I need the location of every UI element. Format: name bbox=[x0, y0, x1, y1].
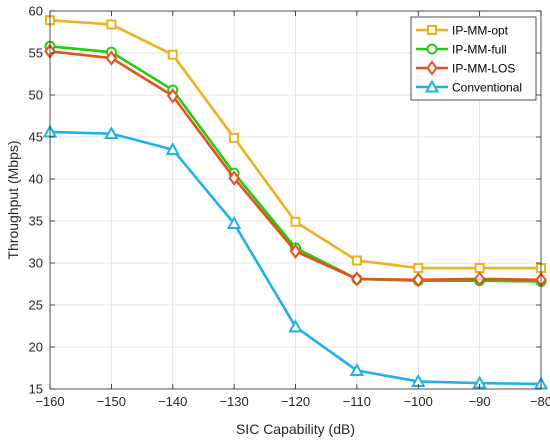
legend: IP-MM-opt IP-MM-full IP-MM-LOS Conventional bbox=[410, 16, 537, 101]
x-tick-label: −80 bbox=[530, 394, 550, 409]
data-point-ip-mm-los bbox=[105, 50, 118, 66]
data-point-ip-mm-los bbox=[412, 272, 424, 288]
legend-entry-conventional: Conventional bbox=[416, 79, 522, 95]
data-point-conventional bbox=[288, 319, 303, 333]
legend-marker-conventional bbox=[424, 79, 440, 93]
data-point-conventional bbox=[104, 126, 119, 140]
data-point-ip-mm-los bbox=[167, 88, 179, 104]
legend-label-ip-mm-los: IP-MM-LOS bbox=[452, 62, 515, 76]
x-tick-label: −130 bbox=[219, 394, 248, 409]
y-tick-label: 60 bbox=[29, 4, 43, 19]
legend-marker-ip-mm-full bbox=[426, 43, 438, 55]
y-axis-label: Throughput (Mbps) bbox=[5, 140, 21, 259]
y-tick-label: 45 bbox=[29, 130, 43, 145]
y-tick-label: 20 bbox=[29, 340, 43, 355]
data-point-ip-mm-los bbox=[351, 271, 363, 287]
x-tick-label: −100 bbox=[404, 394, 433, 409]
y-tick-label: 30 bbox=[29, 256, 43, 271]
data-point-ip-mm-opt bbox=[229, 132, 240, 143]
x-tick-label: −140 bbox=[158, 394, 187, 409]
data-point-ip-mm-opt bbox=[474, 263, 485, 274]
axis-ticks: −160 −150 −140 −130 −120 −110 −100 −90 −80 15 20 25… bbox=[29, 4, 550, 410]
series-conventional bbox=[42, 124, 549, 390]
x-tick-label: −160 bbox=[35, 394, 64, 409]
y-tick-label: 25 bbox=[29, 298, 43, 313]
data-point-ip-mm-opt bbox=[167, 49, 178, 60]
legend-label-ip-mm-full: IP-MM-full bbox=[452, 43, 507, 57]
y-tick-label: 15 bbox=[29, 382, 43, 397]
legend-label-ip-mm-opt: IP-MM-opt bbox=[452, 24, 509, 38]
data-point-ip-mm-los bbox=[473, 271, 486, 287]
x-tick-label: −120 bbox=[281, 394, 310, 409]
x-tick-label: −90 bbox=[469, 394, 491, 409]
data-point-conventional bbox=[226, 215, 242, 230]
data-point-ip-mm-los bbox=[289, 243, 302, 259]
legend-entry-ip-mm-opt: IP-MM-opt bbox=[416, 24, 509, 38]
y-tick-label: 55 bbox=[29, 46, 43, 61]
legend-marker-ip-mm-opt bbox=[427, 25, 437, 35]
y-tick-label: 50 bbox=[29, 88, 43, 103]
data-point-ip-mm-opt bbox=[290, 216, 301, 227]
data-point-ip-mm-opt bbox=[413, 263, 424, 274]
legend-entry-ip-mm-los: IP-MM-LOS bbox=[416, 60, 515, 76]
data-point-ip-mm-opt bbox=[106, 19, 117, 30]
x-axis-label: SIC Capability (dB) bbox=[236, 421, 355, 437]
data-point-conventional bbox=[165, 142, 180, 156]
series-ip-mm-los bbox=[44, 43, 547, 288]
data-point-ip-mm-los bbox=[228, 170, 240, 186]
data-point-ip-mm-opt bbox=[351, 255, 362, 266]
x-tick-label: −150 bbox=[97, 394, 126, 409]
data-point-conventional bbox=[349, 362, 365, 377]
legend-entry-ip-mm-full: IP-MM-full bbox=[416, 43, 507, 57]
legend-marker-ip-mm-los bbox=[426, 60, 438, 76]
x-tick-label: −110 bbox=[343, 394, 371, 409]
series-layer bbox=[42, 15, 549, 390]
y-tick-label: 35 bbox=[29, 214, 43, 229]
legend-label-conventional: Conventional bbox=[452, 81, 522, 95]
y-tick-label: 40 bbox=[29, 172, 43, 187]
